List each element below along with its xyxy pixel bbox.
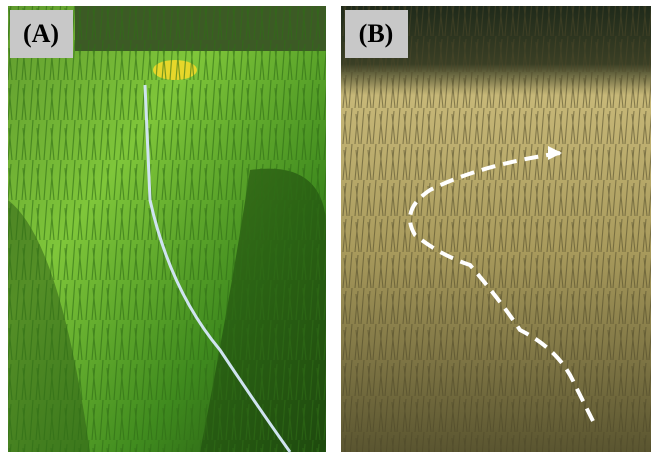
panel-label: (A) <box>23 19 59 48</box>
panel-a <box>8 6 326 452</box>
panel-b <box>341 6 651 452</box>
page: (A) (B) (() => { const data = JSON.parse… <box>0 0 656 455</box>
figure: (A) (B) <box>0 0 656 455</box>
panel-label: (B) <box>359 19 394 48</box>
